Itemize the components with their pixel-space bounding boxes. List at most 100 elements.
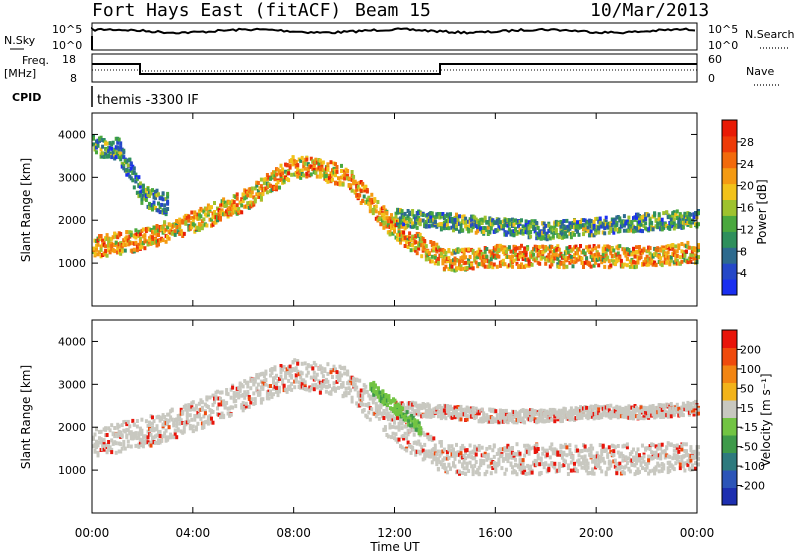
scatter-point <box>161 238 165 243</box>
scatter-point <box>119 430 123 435</box>
scatter-point <box>193 407 197 412</box>
scatter-point <box>465 466 469 471</box>
scatter-point <box>592 223 596 228</box>
scatter-point <box>102 447 106 452</box>
scatter-point <box>601 412 605 417</box>
scatter-point <box>622 223 626 228</box>
scatter-point <box>470 464 474 469</box>
scatter-point <box>149 432 153 437</box>
scatter-point <box>429 434 433 439</box>
scatter-point <box>411 236 415 240</box>
scatter-point <box>465 417 469 422</box>
scatter-point <box>535 245 539 249</box>
scatter-point <box>252 391 256 396</box>
scatter-point <box>161 191 165 196</box>
scatter-point <box>562 262 566 267</box>
scatter-point <box>447 447 451 452</box>
scatter-point <box>660 442 664 447</box>
scatter-point <box>294 377 298 382</box>
scatter-point <box>282 384 286 389</box>
scatter-point <box>296 167 300 172</box>
scatter-point <box>241 384 245 389</box>
scatter-point <box>259 177 263 182</box>
scatter-point <box>391 424 395 429</box>
scatter-point <box>569 406 573 411</box>
scatter-point <box>96 143 100 148</box>
scatter-point <box>435 458 439 463</box>
scatter-point <box>530 249 534 254</box>
scatter-point <box>306 370 310 375</box>
scatter-point <box>101 151 105 156</box>
scatter-point <box>214 212 218 217</box>
scatter-point <box>157 238 160 243</box>
scatter-point <box>276 167 280 172</box>
scatter-point <box>665 260 669 265</box>
scatter-point <box>405 436 409 441</box>
scatter-point <box>157 242 160 247</box>
scatter-point <box>459 454 463 459</box>
scatter-point <box>361 393 365 398</box>
scatter-point <box>520 465 523 470</box>
scatter-point <box>594 403 598 408</box>
scatter-point <box>557 413 561 418</box>
scatter-point <box>288 384 292 389</box>
scatter-point <box>689 458 693 463</box>
scatter-point <box>686 260 690 265</box>
scatter-point <box>503 230 507 235</box>
scatter-point <box>442 447 446 452</box>
scatter-point <box>190 417 194 422</box>
scatter-point <box>455 442 458 447</box>
scatter-point <box>512 415 516 420</box>
scatter-point <box>181 231 185 236</box>
scatter-point <box>421 242 425 247</box>
scatter-point <box>569 224 573 229</box>
scatter-point <box>155 188 159 193</box>
scatter-point <box>214 396 218 401</box>
scatter-point <box>196 410 200 415</box>
scatter-point <box>630 262 634 267</box>
scatter-point <box>181 234 185 238</box>
scatter-point <box>335 370 339 375</box>
scatter-point <box>255 374 259 379</box>
scatter-point <box>662 466 666 471</box>
scatter-point <box>635 451 638 456</box>
scatter-point <box>612 248 616 253</box>
scatter-point <box>456 217 460 222</box>
scatter-point <box>635 461 638 466</box>
scatter-point <box>326 371 330 376</box>
scatter-point <box>223 405 227 410</box>
scatter-point <box>447 455 451 460</box>
scatter-point <box>523 469 527 474</box>
scatter-point <box>287 171 291 176</box>
scatter-point <box>597 252 601 257</box>
scatter-point <box>482 411 486 416</box>
scatter-point <box>400 445 404 450</box>
scatter-point <box>642 459 646 464</box>
scatter-point <box>689 224 693 228</box>
scatter-point <box>122 443 126 448</box>
scatter-point <box>152 225 156 230</box>
scatter-point <box>671 243 675 247</box>
scatter-point <box>238 386 242 391</box>
scatter-point <box>500 453 504 458</box>
scatter-point <box>314 170 318 175</box>
scatter-point <box>116 244 120 249</box>
scatter-point <box>402 233 406 238</box>
scatter-point <box>253 197 257 202</box>
scatter-point <box>200 226 204 231</box>
scatter-point <box>111 151 115 155</box>
scatter-point <box>638 245 641 249</box>
scatter-point <box>630 450 634 455</box>
scatter-point <box>435 452 439 457</box>
scatter-point <box>267 183 271 188</box>
scatter-point <box>188 424 192 428</box>
scatter-point <box>550 262 554 267</box>
scatter-point <box>377 416 381 421</box>
scatter-point <box>206 417 210 422</box>
scatter-point <box>450 444 454 449</box>
scatter-point <box>393 229 396 234</box>
scatter-point <box>326 162 330 167</box>
scatter-point <box>409 238 413 243</box>
scatter-point <box>173 428 177 433</box>
scatter-point <box>229 412 233 417</box>
